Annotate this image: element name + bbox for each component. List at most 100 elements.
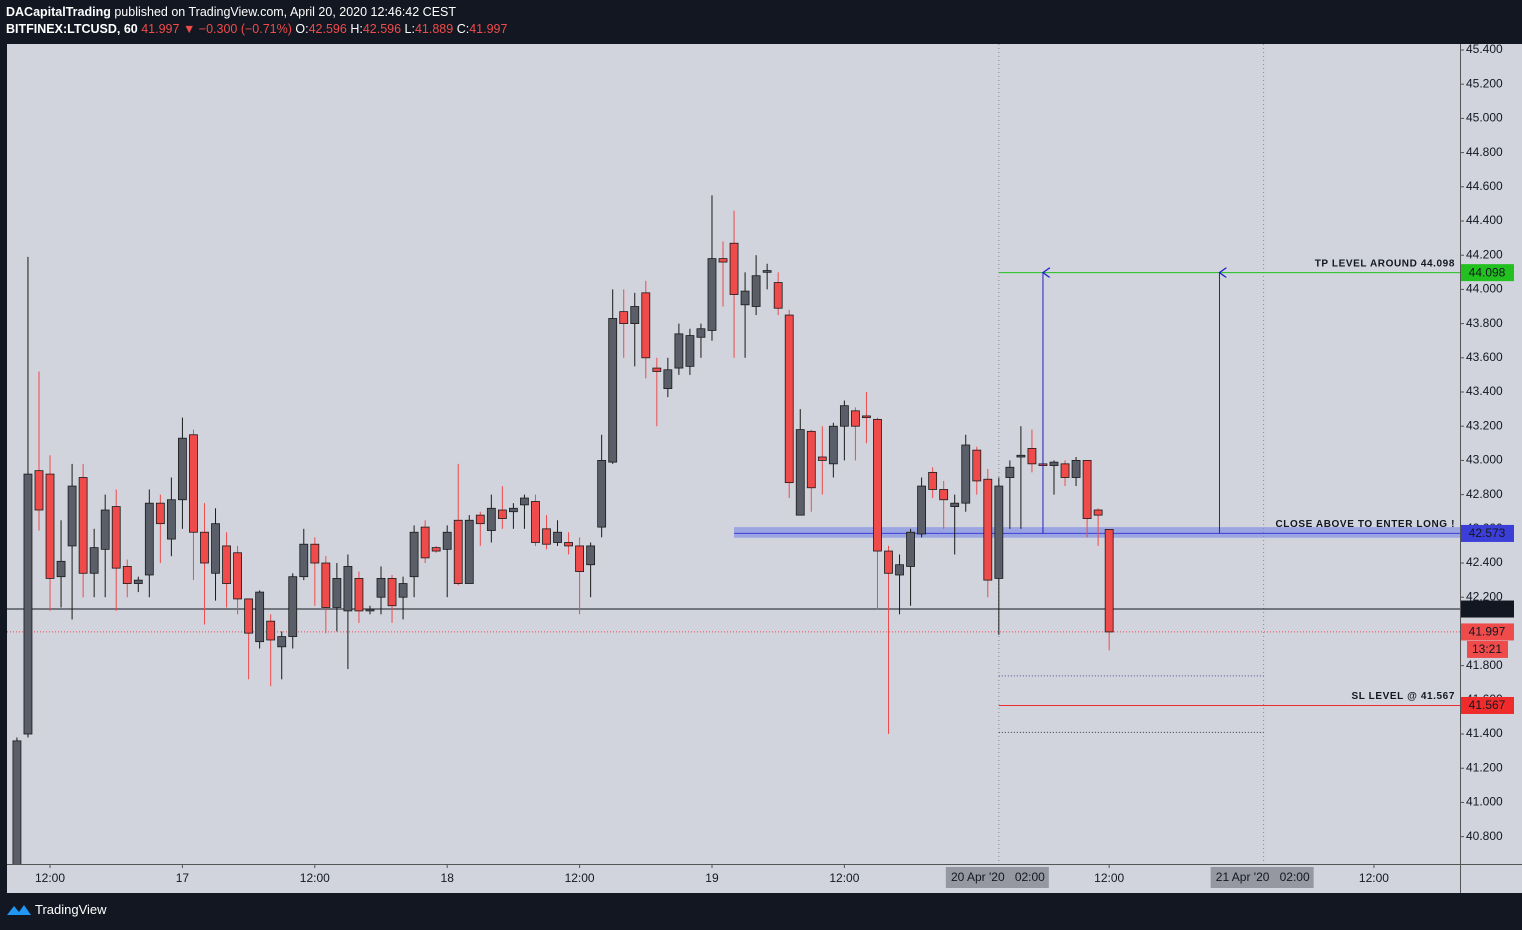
candle-body — [475, 514, 485, 525]
candle-body — [508, 507, 518, 513]
price-badge — [1461, 264, 1514, 282]
candle-body — [189, 434, 198, 533]
candle-body — [67, 485, 77, 547]
ohlc-label: L: — [404, 22, 415, 36]
chart-bg — [7, 44, 1522, 893]
candle-body — [222, 545, 231, 584]
candle-body — [983, 478, 993, 581]
candle-body — [211, 523, 220, 574]
x-tick-label: 12:00 — [300, 871, 330, 885]
candle-body — [1005, 466, 1015, 478]
publisher: DACapitalTrading — [6, 5, 111, 19]
candle-body — [1027, 448, 1037, 465]
candle-body — [78, 477, 88, 574]
candle-body — [784, 314, 794, 484]
header-line: DACapitalTrading published on TradingVie… — [6, 4, 507, 21]
change: ▼ −0.300 (−0.71%) — [182, 22, 292, 36]
candle-body — [663, 369, 673, 389]
candle-body — [255, 591, 265, 643]
candle-body — [343, 566, 353, 612]
candle-body — [122, 566, 132, 584]
y-tick-label: 41.800 — [1466, 658, 1503, 672]
price-badge — [1461, 600, 1514, 618]
candle-body — [972, 449, 982, 482]
ohlc-value: 41.997 — [469, 22, 508, 36]
candle-body — [696, 328, 706, 338]
candle-body — [144, 502, 154, 576]
price-line-label: TP LEVEL AROUND 44.098 — [1315, 258, 1455, 269]
candle-body — [906, 531, 915, 567]
candle-body — [575, 545, 584, 572]
candle-body — [685, 335, 695, 367]
ohlc-label: O: — [295, 22, 309, 36]
time-marker-date: 20 Apr '20 — [951, 870, 1005, 884]
x-tick-label: 18 — [441, 871, 455, 885]
candle-body — [762, 270, 772, 273]
x-tick-label: 12:00 — [35, 871, 65, 885]
candle-body — [376, 578, 386, 598]
candle-body — [354, 578, 364, 612]
candle-body — [442, 531, 452, 550]
candle-body — [288, 576, 298, 637]
candle-body — [619, 311, 629, 325]
candle-body — [111, 506, 121, 569]
y-tick-label: 44.000 — [1466, 282, 1503, 296]
ohlc-label: H: — [350, 22, 363, 36]
candle-body — [751, 275, 761, 307]
y-tick-label: 45.200 — [1466, 76, 1503, 90]
candle-body — [773, 282, 783, 309]
candle-body — [431, 547, 441, 552]
candle-body — [56, 560, 66, 578]
candle-body — [1016, 454, 1026, 458]
candle-body — [166, 499, 176, 540]
x-tick-label: 12:00 — [829, 871, 859, 885]
y-tick-label: 40.800 — [1466, 829, 1503, 843]
time-marker-time: 02:00 — [1015, 870, 1045, 884]
candle-body — [994, 485, 1004, 579]
price-badge-label: 44.098 — [1469, 265, 1506, 279]
time-marker-badge — [945, 867, 1049, 888]
price-badge-label: 41.997 — [1469, 625, 1506, 639]
y-tick-label: 44.600 — [1466, 179, 1503, 193]
y-tick-label: 43.200 — [1466, 418, 1503, 432]
candle-body — [652, 367, 662, 372]
candle-body — [542, 528, 551, 545]
y-tick-label: 42.400 — [1466, 555, 1503, 569]
plot: CLOSE ABOVE TO ENTER LONG ! TP LEVEL AROU… — [7, 44, 1460, 864]
candle-body — [817, 456, 827, 461]
candle-body — [398, 583, 408, 598]
candle-body — [133, 579, 143, 584]
x-tick-label: 17 — [176, 871, 190, 885]
published: published on TradingView.com, April 20, … — [114, 5, 457, 19]
candle-body — [884, 550, 893, 574]
ohlc-label: C: — [456, 22, 470, 36]
x-tick-label: 12:00 — [1094, 871, 1124, 885]
candle-body — [641, 292, 651, 359]
candle-body — [34, 470, 44, 511]
candle-body — [453, 519, 463, 584]
candle-body — [828, 425, 838, 465]
header: DACapitalTrading published on TradingVie… — [6, 4, 507, 38]
candle-body — [630, 306, 640, 325]
candle-body — [1071, 460, 1081, 478]
candle-body — [310, 543, 320, 564]
candle-body — [564, 542, 573, 547]
candle-body — [365, 608, 375, 612]
candle-body — [277, 636, 287, 648]
candle-body — [839, 405, 849, 427]
y-tick-label: 44.200 — [1466, 247, 1503, 261]
candle-body — [1060, 463, 1070, 478]
y-tick-label: 41.200 — [1466, 760, 1503, 774]
ohlc-value: 42.596 — [362, 22, 402, 36]
candle-body — [23, 473, 33, 735]
footer: TradingView — [7, 902, 107, 917]
candle-body — [12, 740, 22, 864]
candle-body — [718, 258, 728, 263]
y-tick-label: 43.400 — [1466, 384, 1503, 398]
candle-body — [608, 318, 618, 463]
candle-body — [1082, 460, 1092, 519]
symbol: BITFINEX:LTCUSD, 60 — [6, 22, 138, 36]
price-badge-label: 41.567 — [1469, 698, 1506, 712]
candle-body — [299, 543, 309, 578]
candle-body — [420, 526, 430, 559]
